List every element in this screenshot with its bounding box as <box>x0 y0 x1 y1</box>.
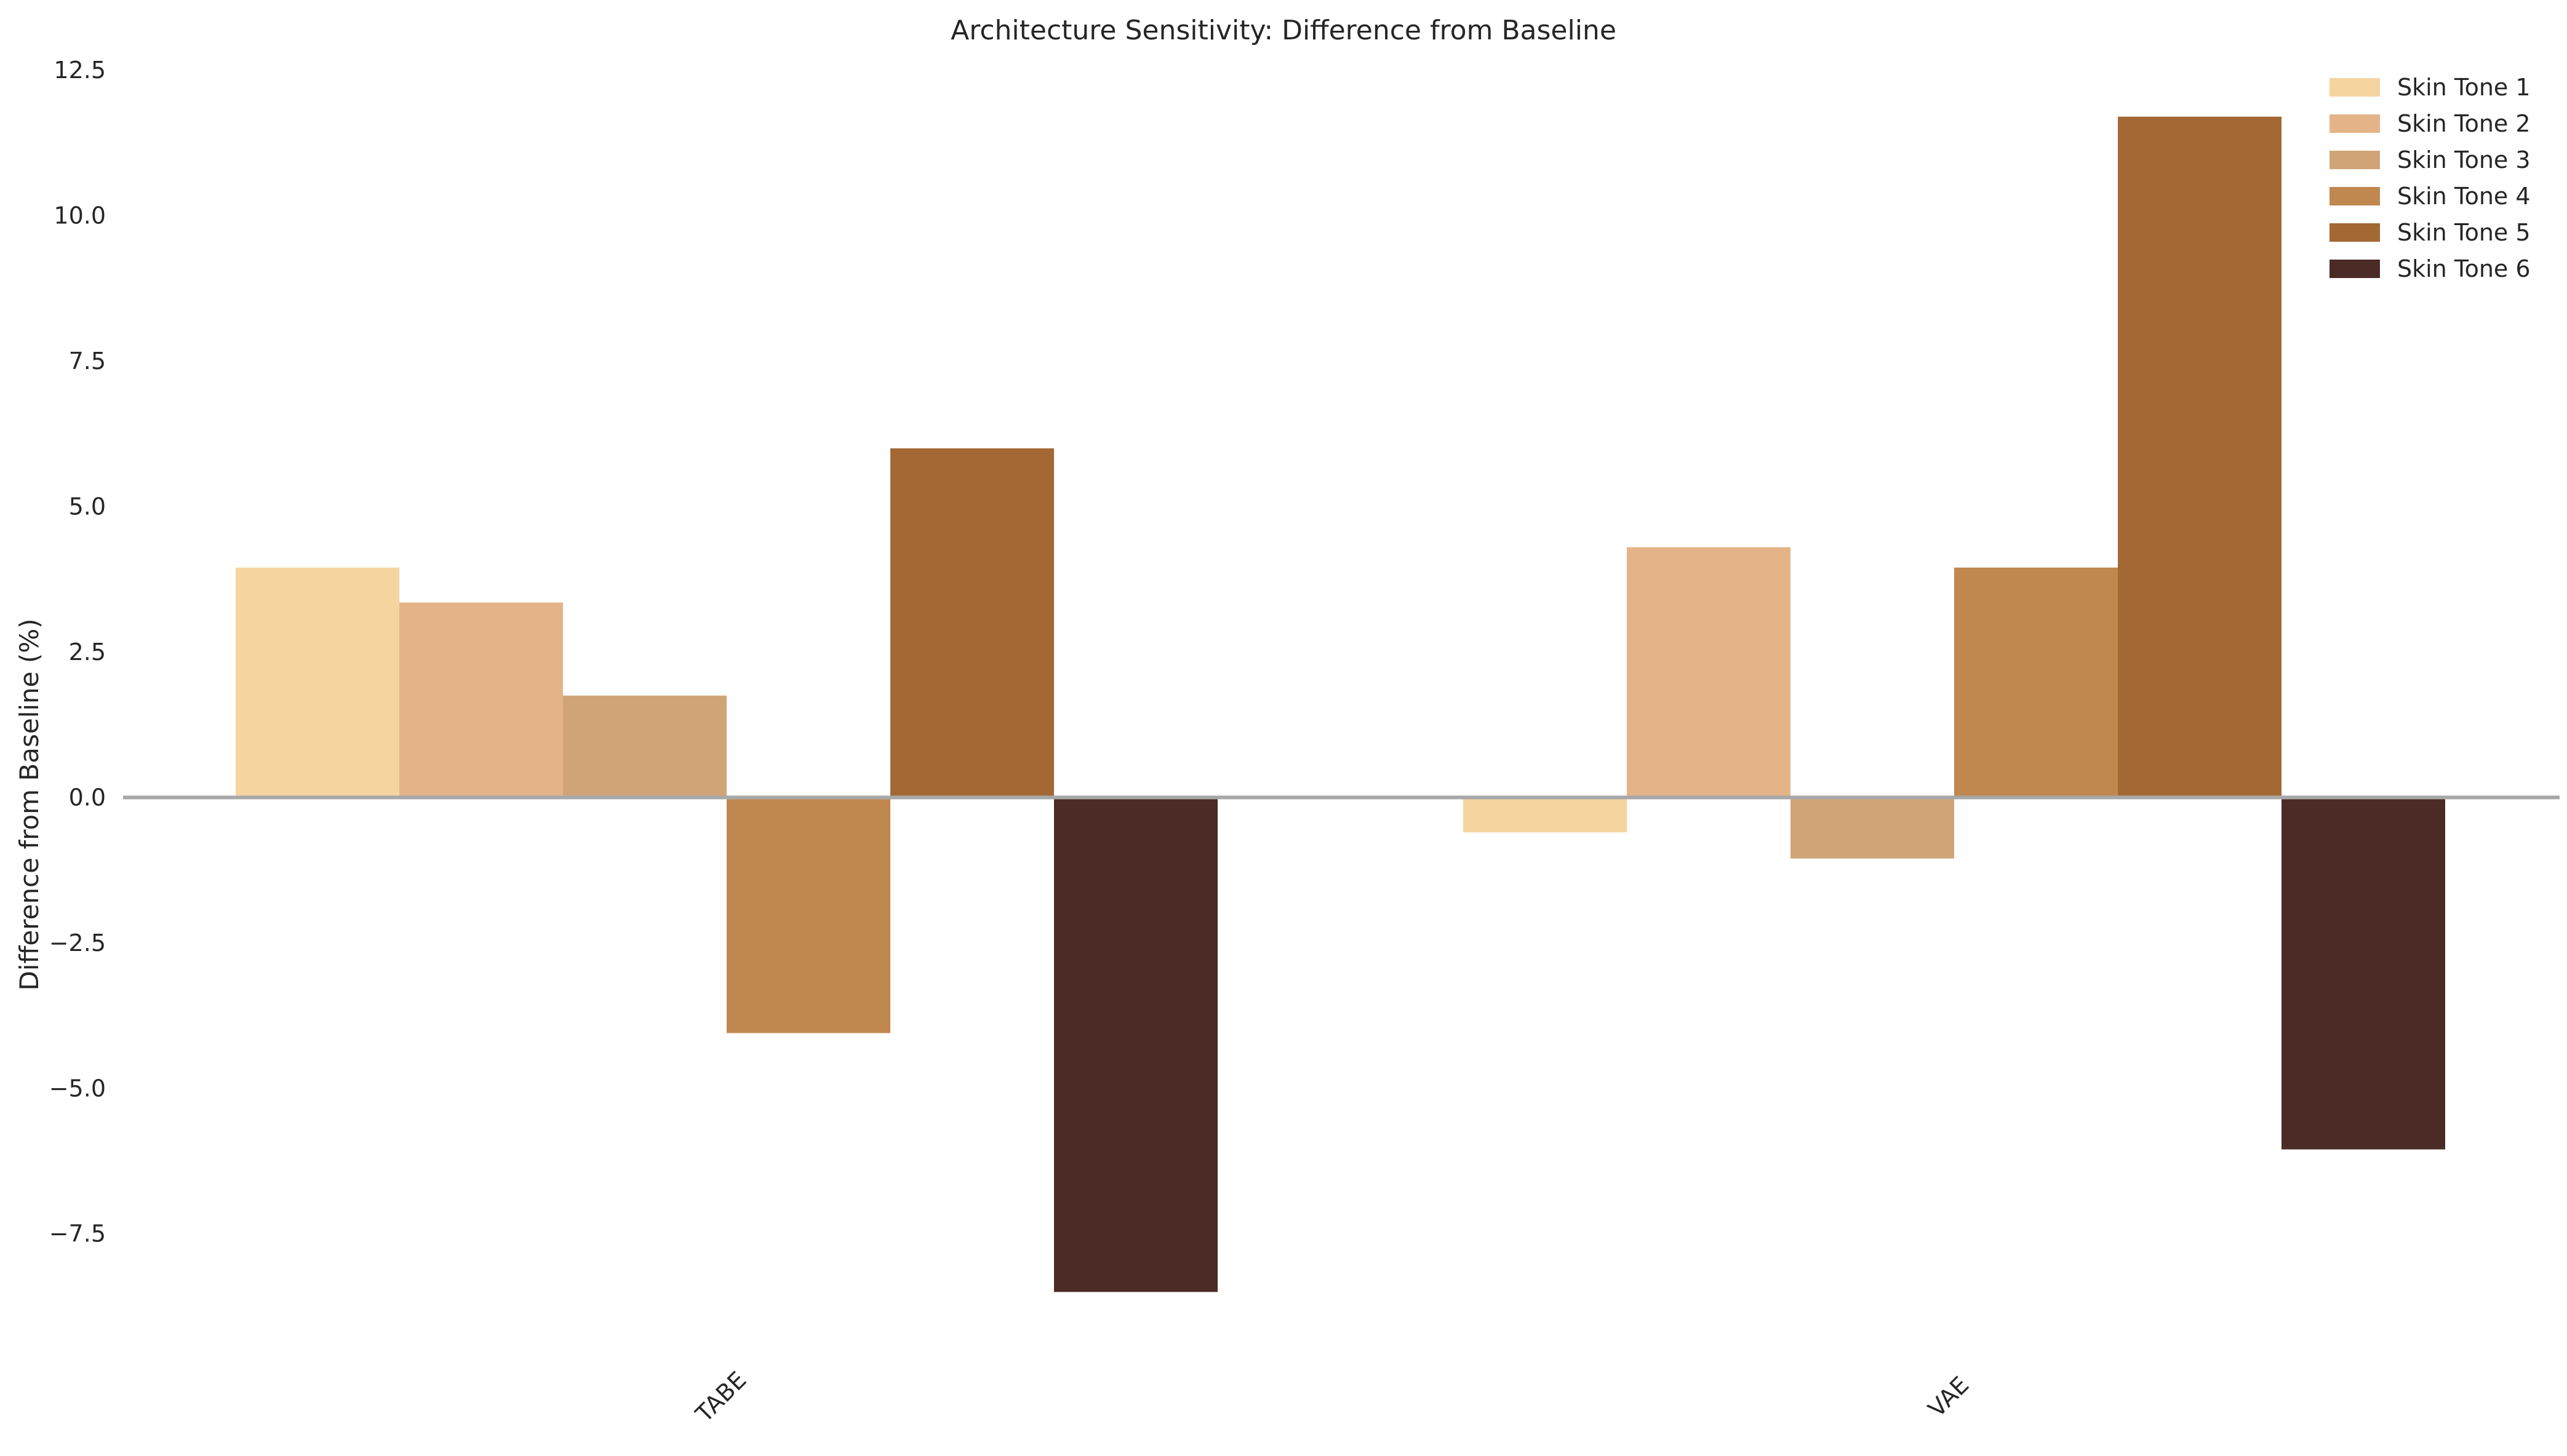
legend-label: Skin Tone 6 <box>2397 255 2531 282</box>
legend-label: Skin Tone 4 <box>2397 183 2531 210</box>
legend-swatch-tone-4 <box>2329 187 2380 205</box>
legend-swatch-tone-1 <box>2329 78 2380 97</box>
y-tick-label: 0.0 <box>69 784 106 811</box>
bar-vae-tone-5 <box>2118 116 2282 798</box>
bar-tabe-tone-4 <box>727 797 890 1033</box>
legend-label: Skin Tone 5 <box>2397 219 2531 246</box>
chart-title: Architecture Sensitivity: Difference fro… <box>951 15 1616 46</box>
y-tick-label: 12.5 <box>54 57 106 84</box>
legend-swatch-tone-6 <box>2329 260 2380 278</box>
legend-label: Skin Tone 3 <box>2397 146 2531 173</box>
y-axis-ticks: 12.5 10.0 7.5 5.0 2.5 0.0 −2.5 −5.0 −7.5 <box>49 57 106 1247</box>
bar-tabe-tone-3 <box>563 695 727 798</box>
bar-tabe-tone-5 <box>890 448 1054 798</box>
bar-vae-tone-2 <box>1627 547 1791 798</box>
bar-vae-tone-4 <box>1954 567 2118 798</box>
y-tick-label: 7.5 <box>69 348 106 375</box>
y-tick-label: −2.5 <box>49 929 106 957</box>
legend-swatch-tone-2 <box>2329 114 2380 133</box>
x-category-label: VAE <box>1923 1371 1974 1422</box>
y-tick-label: −7.5 <box>49 1220 106 1247</box>
y-tick-label: −5.0 <box>49 1075 106 1102</box>
y-tick-label: 10.0 <box>54 202 106 229</box>
legend-swatch-tone-3 <box>2329 151 2380 169</box>
y-tick-label: 5.0 <box>69 493 106 520</box>
bars <box>236 116 2445 1292</box>
legend-label: Skin Tone 1 <box>2397 74 2531 101</box>
bar-tabe-tone-1 <box>236 567 399 798</box>
x-axis-categories: TABE VAE <box>690 1366 1974 1428</box>
bar-tabe-tone-2 <box>399 602 563 798</box>
bar-vae-tone-6 <box>2282 797 2445 1150</box>
y-axis-label: Difference from Baseline (%) <box>14 618 44 990</box>
legend: Skin Tone 1 Skin Tone 2 Skin Tone 3 Skin To… <box>2329 74 2531 282</box>
bar-vae-tone-3 <box>1791 797 1954 859</box>
bar-tabe-tone-6 <box>1054 797 1218 1292</box>
legend-swatch-tone-5 <box>2329 223 2380 242</box>
bar-vae-tone-1 <box>1463 797 1627 833</box>
y-tick-label: 2.5 <box>69 638 106 666</box>
x-category-label: TABE <box>690 1366 751 1428</box>
legend-label: Skin Tone 2 <box>2397 110 2531 137</box>
